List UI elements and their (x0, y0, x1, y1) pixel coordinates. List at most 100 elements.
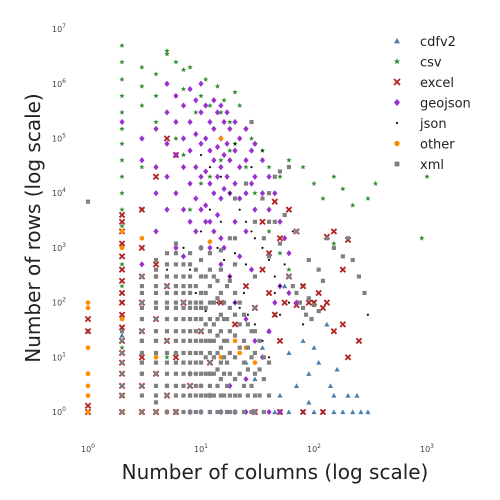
data-point-geojson (187, 85, 193, 93)
data-point-xml (173, 371, 179, 376)
data-point-xml (266, 360, 272, 365)
data-point-xml (173, 251, 179, 256)
data-point-xml (221, 371, 227, 376)
data-point-xml (241, 338, 247, 343)
data-point-xml (193, 393, 198, 398)
data-point-xml (198, 305, 204, 310)
data-point-xml (164, 383, 170, 388)
data-point-xml (241, 409, 247, 415)
data-point-xml (227, 371, 232, 376)
data-point-xml (260, 196, 265, 201)
data-point-json (278, 285, 282, 288)
data-point-xml (173, 316, 179, 322)
data-point-json (188, 268, 192, 271)
data-point-geojson (193, 163, 199, 171)
data-point-geojson (211, 190, 217, 197)
data-point-xml (245, 345, 250, 350)
data-point-xml (164, 360, 170, 365)
data-point-csv (286, 157, 292, 163)
data-point-geojson (224, 173, 230, 180)
data-point-xml (215, 367, 220, 372)
data-point-excel (330, 327, 338, 335)
data-point-csv (119, 126, 125, 132)
data-point-xml (290, 284, 295, 289)
data-point-xml (331, 245, 336, 250)
data-point-xml (193, 305, 198, 310)
data-point-xml (173, 360, 179, 365)
x-axis-ticks: 100 101 102 103 (81, 443, 434, 454)
data-point-xml (203, 322, 208, 327)
data-point-xml (211, 355, 216, 360)
data-point-geojson (207, 180, 213, 187)
data-point-xml (237, 345, 242, 350)
data-point-csv (164, 48, 170, 54)
data-point-geojson (180, 163, 187, 171)
data-point-xml (252, 350, 257, 356)
data-point-xml (249, 329, 254, 334)
data-point-xml (164, 409, 170, 415)
data-point-xml (224, 360, 230, 365)
data-point-xml (340, 254, 345, 259)
data-point-xml (187, 305, 193, 310)
data-point-xml (211, 338, 216, 343)
data-point-xml (153, 409, 159, 415)
data-point-json (291, 230, 294, 233)
data-point-xml (266, 191, 272, 196)
data-point-xml (261, 355, 266, 360)
data-point-geojson (224, 109, 230, 116)
data-point-xml (187, 290, 193, 296)
data-point-excel (138, 354, 146, 361)
data-point-geojson (252, 206, 258, 213)
data-point-cdfv2 (324, 321, 330, 327)
data-point-xml (193, 267, 198, 272)
data-point-geojson (203, 102, 209, 109)
data-point-csv (237, 102, 243, 108)
data-point-geojson (211, 157, 217, 164)
data-point-csv (221, 97, 227, 103)
data-point-xml (119, 409, 125, 415)
data-point-geojson (227, 157, 233, 164)
data-point-xml (203, 371, 208, 376)
data-point-xml (119, 383, 125, 388)
data-point-excel (319, 408, 327, 416)
data-point-geojson (232, 180, 238, 187)
data-point-xml (207, 329, 213, 334)
data-point-csv (119, 59, 125, 65)
data-point-geojson (277, 218, 283, 225)
data-point-csv (340, 186, 346, 192)
data-point-csv (119, 223, 125, 229)
data-point-xml (181, 305, 186, 310)
data-point-json (219, 220, 222, 223)
data-point-geojson (243, 157, 249, 164)
data-point-csv (153, 93, 159, 99)
data-point-other (85, 383, 91, 389)
data-point-json (278, 313, 282, 316)
data-point-other (85, 345, 91, 351)
data-point-geojson (207, 244, 213, 252)
data-point-xml (193, 329, 198, 334)
data-point-xml (139, 329, 144, 334)
data-point-xml (164, 274, 170, 279)
data-point-xml (139, 274, 144, 279)
data-point-xml (203, 338, 208, 343)
data-point-cdfv2 (119, 332, 125, 338)
x-tick-label: 102 (307, 443, 321, 454)
data-point-xml (249, 409, 254, 415)
data-point-geojson (203, 168, 209, 175)
data-point-xml (173, 409, 179, 415)
data-point-json (228, 192, 231, 195)
data-point-excel (118, 266, 126, 273)
legend-item-csv: csv (393, 56, 442, 71)
data-point-geojson (173, 190, 179, 197)
data-point-geojson (207, 118, 213, 126)
legend-marker-csv (393, 58, 401, 65)
data-point-xml (215, 278, 220, 283)
data-point-xml (173, 262, 179, 267)
data-point-geojson (173, 118, 179, 126)
data-point-xml (119, 371, 125, 376)
data-point-excel (344, 354, 352, 361)
data-point-excel (118, 253, 126, 260)
data-point-xml (241, 312, 247, 317)
data-point-xml (139, 371, 144, 376)
data-point-geojson (266, 408, 272, 416)
